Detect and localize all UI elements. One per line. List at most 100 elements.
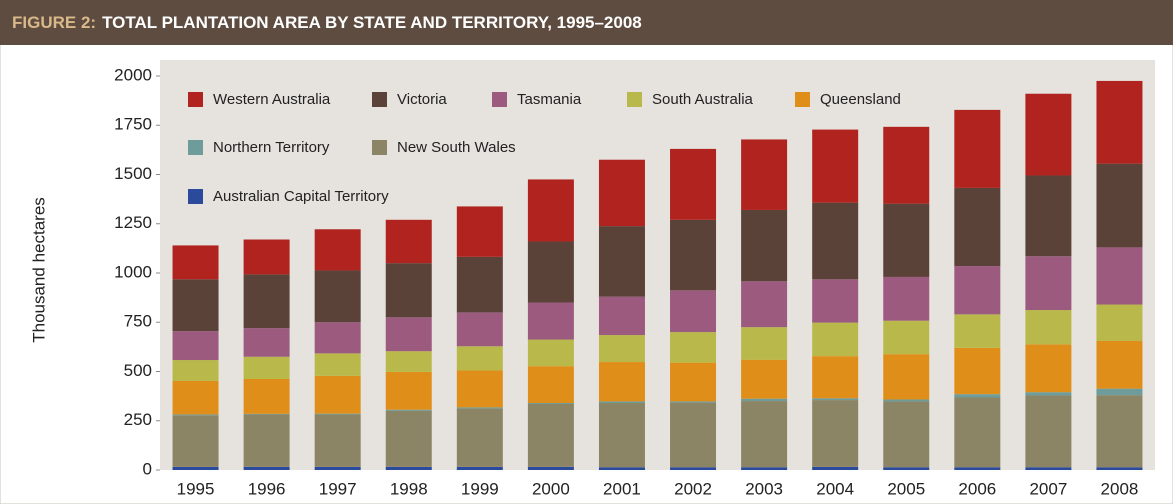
bar-segment (527, 179, 574, 242)
bar-segment (741, 398, 788, 402)
bar-segment (527, 339, 574, 367)
bar-segment (456, 206, 503, 257)
plot-area (160, 60, 1155, 470)
legend-swatch (492, 92, 507, 107)
bar-segment (741, 281, 788, 328)
bar-segment (385, 351, 432, 372)
bar-segment (172, 414, 219, 416)
bar-segment (172, 245, 219, 280)
bar-segment (456, 408, 503, 467)
bar-segment (883, 276, 930, 321)
bar-segment (314, 270, 361, 323)
bar-segment (741, 359, 788, 399)
bar-segment (598, 401, 645, 404)
y-tick-label: 500 (124, 361, 152, 380)
bar-segment (1025, 310, 1072, 345)
x-tick-label: 2005 (887, 479, 925, 498)
bar-segment (670, 332, 717, 363)
bar-segment (456, 256, 503, 313)
bar-segment (172, 360, 219, 381)
bar-segment (314, 466, 361, 470)
x-tick-label: 2003 (745, 479, 783, 498)
x-tick-label: 1996 (248, 479, 286, 498)
y-tick-label: 0 (143, 459, 152, 478)
legend-label: Queensland (820, 91, 901, 108)
bar-segment (598, 226, 645, 297)
bar-segment (314, 229, 361, 271)
figure-label: FIGURE 2: (12, 13, 96, 32)
bar-segment (954, 397, 1001, 468)
legend-swatch (188, 140, 203, 155)
legend-swatch (188, 92, 203, 107)
x-tick-label: 1999 (461, 479, 499, 498)
legend-label: Western Australia (213, 91, 331, 108)
bar-segment (172, 466, 219, 470)
bar-segment (243, 239, 290, 275)
bar-segment (1025, 344, 1072, 393)
x-tick-label: 1997 (319, 479, 357, 498)
x-tick-label: 2007 (1029, 479, 1067, 498)
bar-segment (527, 302, 574, 340)
legend-swatch (795, 92, 810, 107)
legend-swatch (372, 92, 387, 107)
y-axis-label: Thousand hectares (29, 197, 48, 343)
x-tick-label: 1995 (177, 479, 215, 498)
bar-segment (670, 148, 717, 220)
bar-segment (812, 279, 859, 323)
bar-segment (172, 415, 219, 467)
bar-segment (314, 322, 361, 354)
bar-segment (812, 398, 859, 401)
bar-segment (954, 347, 1001, 395)
bar-segment (812, 322, 859, 357)
bar-segment (385, 219, 432, 264)
y-tick-label: 1750 (114, 115, 152, 134)
header-bar (0, 0, 1173, 45)
bar-segment (741, 139, 788, 210)
legend-label: Tasmania (517, 91, 582, 108)
bar-segment (883, 126, 930, 204)
bar-segment (954, 314, 1001, 348)
figure-title: FIGURE 2: TOTAL PLANTATION AREA BY STATE … (12, 13, 642, 32)
bar-segment (1025, 175, 1072, 257)
bar-segment (883, 399, 930, 402)
bar-segment (1025, 395, 1072, 468)
bar-segment (243, 356, 290, 379)
bar-segment (456, 466, 503, 470)
y-tick-label: 1500 (114, 164, 152, 183)
bar-segment (385, 466, 432, 470)
bar-segment (456, 407, 503, 409)
bar-segment (456, 346, 503, 371)
y-tick-label: 250 (124, 410, 152, 429)
bar-segment (385, 410, 432, 467)
bar-segment (1096, 247, 1143, 305)
legend-label: Victoria (397, 91, 447, 108)
bar-segment (385, 263, 432, 318)
bar-segment (670, 362, 717, 402)
legend-label: Australian Capital Territory (213, 188, 389, 205)
bar-segment (1096, 395, 1143, 468)
bar-segment (670, 467, 717, 470)
bar-segment (1025, 256, 1072, 311)
bar-segment (1096, 304, 1143, 341)
x-tick-label: 2002 (674, 479, 712, 498)
bar-segment (954, 187, 1001, 267)
bar-segment (527, 466, 574, 470)
x-tick-label: 2001 (603, 479, 641, 498)
bar-segment (385, 371, 432, 410)
bar-segment (1025, 467, 1072, 470)
bar-segment (243, 413, 290, 415)
bar-segment (598, 296, 645, 336)
legend-label: New South Wales (397, 139, 516, 156)
bar-segment (1096, 163, 1143, 248)
bar-segment (812, 400, 859, 467)
y-tick-label: 1000 (114, 262, 152, 281)
bar-segment (883, 467, 930, 470)
bar-segment (1025, 392, 1072, 396)
bar-segment (314, 413, 361, 415)
bar-segment (598, 362, 645, 402)
bar-segment (243, 414, 290, 467)
bar-segment (1025, 93, 1072, 176)
bar-segment (527, 404, 574, 467)
bar-segment (670, 290, 717, 333)
